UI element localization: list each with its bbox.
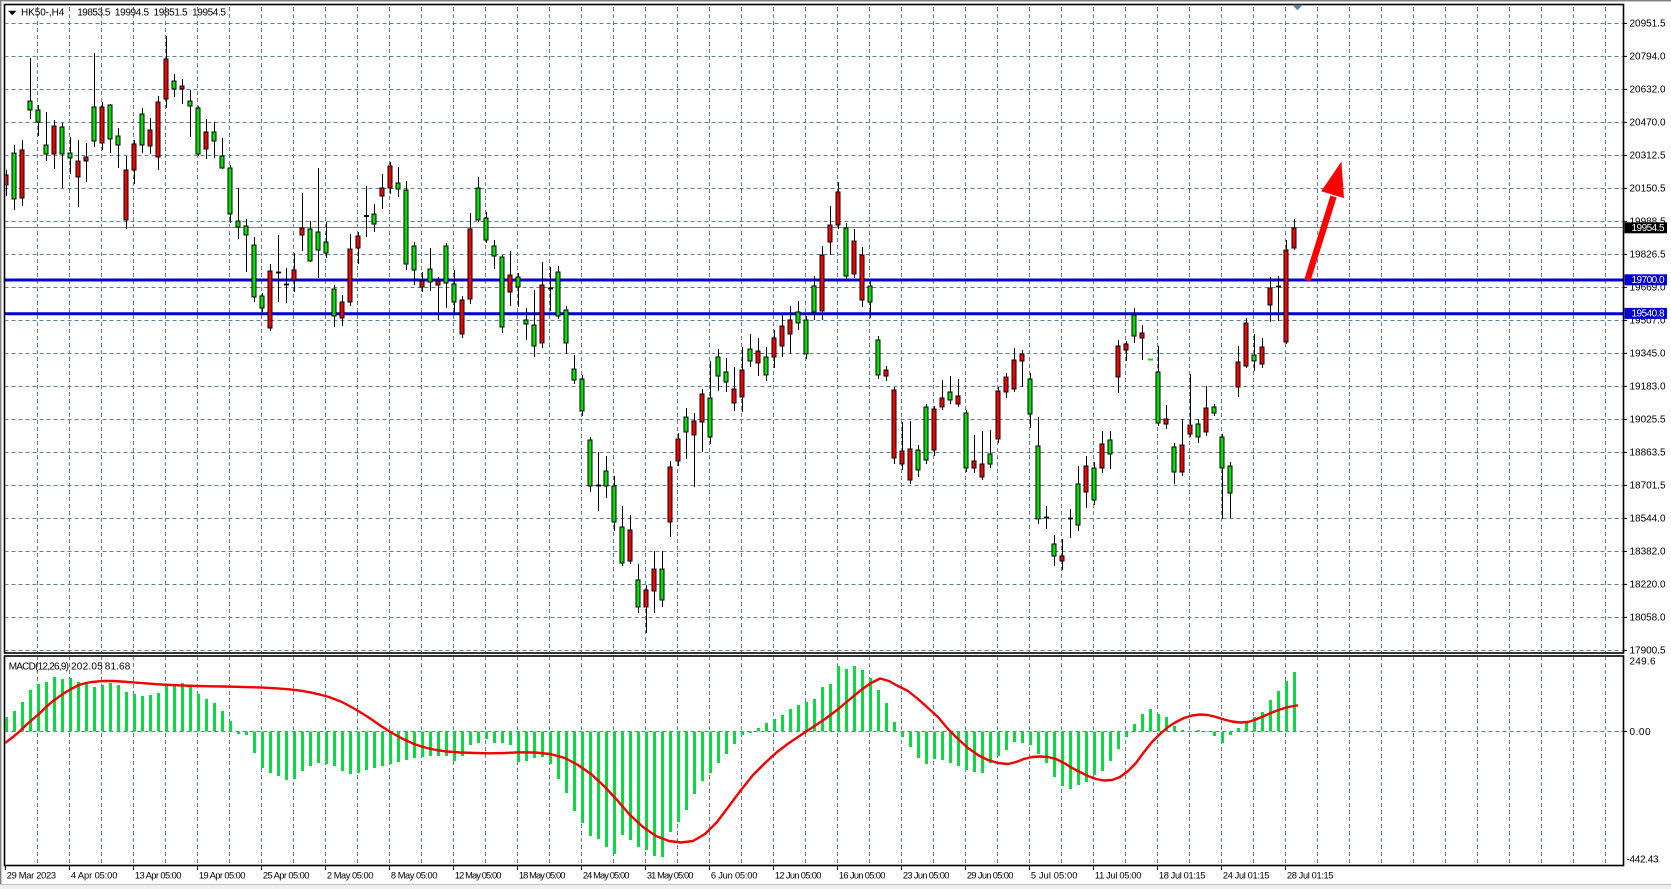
- svg-text:24 Jul 01:15: 24 Jul 01:15: [1223, 871, 1270, 881]
- svg-text:202.05: 202.05: [71, 662, 103, 673]
- svg-text:19700.0: 19700.0: [1632, 275, 1665, 286]
- svg-text:18 Jul 01:15: 18 Jul 01:15: [1159, 871, 1206, 881]
- svg-text:18701.5: 18701.5: [1630, 481, 1666, 492]
- svg-text:MACD(12,26,9): MACD(12,26,9): [9, 662, 69, 673]
- svg-text:6 Jun 05:00: 6 Jun 05:00: [711, 871, 758, 881]
- svg-text:4 Apr 05:00: 4 Apr 05:00: [71, 871, 118, 881]
- svg-text:17900.5: 17900.5: [1630, 646, 1666, 657]
- svg-text:13 Apr 05:00: 13 Apr 05:00: [135, 871, 182, 881]
- svg-text:20951.5: 20951.5: [1630, 19, 1666, 30]
- svg-text:25 Apr 05:00: 25 Apr 05:00: [263, 871, 310, 881]
- svg-text:29 Mar 2023: 29 Mar 2023: [7, 871, 56, 881]
- svg-text:19988.5: 19988.5: [1630, 217, 1666, 228]
- svg-text:19994.5: 19994.5: [115, 7, 150, 18]
- svg-text:8 May 05:00: 8 May 05:00: [391, 871, 438, 881]
- svg-text:18 May 05:00: 18 May 05:00: [519, 871, 566, 881]
- svg-text:12 Jun 05:00: 12 Jun 05:00: [775, 871, 822, 881]
- svg-text:5 Jul 05:00: 5 Jul 05:00: [1031, 871, 1078, 881]
- svg-text:18544.0: 18544.0: [1630, 514, 1666, 525]
- svg-text:20150.5: 20150.5: [1630, 184, 1666, 195]
- svg-text:0.00: 0.00: [1630, 727, 1651, 738]
- svg-text:19025.5: 19025.5: [1630, 415, 1666, 426]
- svg-text:28 Jul 01:15: 28 Jul 01:15: [1287, 871, 1334, 881]
- svg-text:19 Apr 05:00: 19 Apr 05:00: [199, 871, 246, 881]
- svg-text:2 May 05:00: 2 May 05:00: [327, 871, 374, 881]
- svg-text:16 Jun 05:00: 16 Jun 05:00: [839, 871, 886, 881]
- svg-text:31 May 05:00: 31 May 05:00: [647, 871, 694, 881]
- svg-text:19851.5: 19851.5: [154, 7, 189, 18]
- svg-text:20632.0: 20632.0: [1630, 85, 1666, 96]
- svg-text:20794.0: 20794.0: [1630, 52, 1666, 63]
- svg-text:19183.0: 19183.0: [1630, 382, 1666, 393]
- svg-text:19853.5: 19853.5: [77, 7, 111, 18]
- svg-text:18220.0: 18220.0: [1630, 580, 1666, 591]
- svg-text:81.68: 81.68: [105, 662, 131, 673]
- svg-text:19954.5: 19954.5: [192, 7, 226, 18]
- svg-text:19669.0: 19669.0: [1630, 283, 1666, 294]
- svg-text:18058.0: 18058.0: [1630, 613, 1666, 624]
- svg-text:29 Jun 05:00: 29 Jun 05:00: [967, 871, 1014, 881]
- svg-text:19345.0: 19345.0: [1630, 349, 1666, 360]
- svg-text:19826.5: 19826.5: [1630, 250, 1666, 261]
- svg-text:19540.8: 19540.8: [1632, 309, 1665, 320]
- svg-text:18863.5: 18863.5: [1630, 448, 1666, 459]
- svg-text:11 Jul 05:00: 11 Jul 05:00: [1095, 871, 1142, 881]
- svg-text:20312.5: 20312.5: [1630, 151, 1666, 162]
- svg-text:19507.0: 19507.0: [1630, 316, 1666, 327]
- svg-text:19954.5: 19954.5: [1632, 223, 1665, 234]
- svg-text:20470.0: 20470.0: [1630, 118, 1666, 129]
- svg-text:-442.43: -442.43: [1627, 854, 1659, 865]
- svg-text:18382.0: 18382.0: [1630, 547, 1666, 558]
- svg-text:HK50-,H4: HK50-,H4: [21, 7, 65, 18]
- svg-text:12 May 05:00: 12 May 05:00: [455, 871, 502, 881]
- svg-text:249.6: 249.6: [1630, 657, 1656, 668]
- svg-text:24 May 05:00: 24 May 05:00: [583, 871, 630, 881]
- svg-text:23 Jun 05:00: 23 Jun 05:00: [903, 871, 950, 881]
